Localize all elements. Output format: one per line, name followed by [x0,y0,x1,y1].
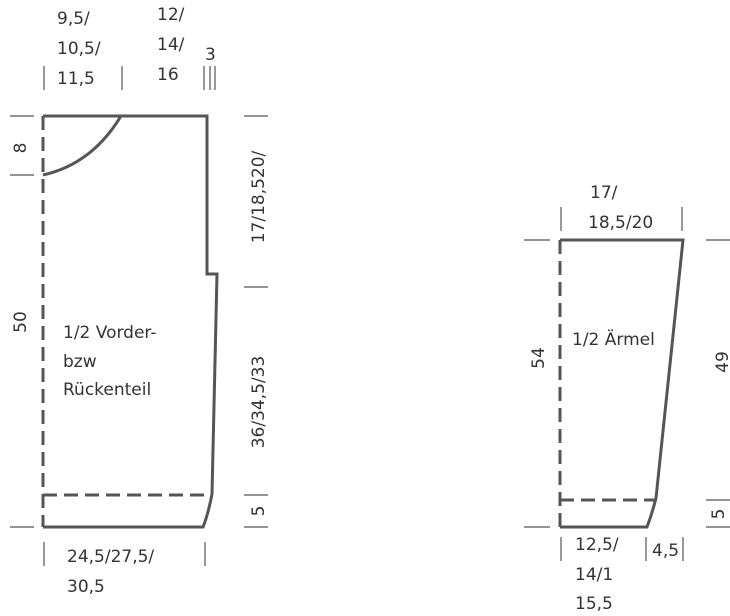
body-neck-width-1: 12/ [157,5,185,25]
body-shoulder-width-3: 11,5 [57,69,95,89]
body-hem-height: 5 [249,506,269,517]
sleeve-left-dimensions: 54 [524,239,550,528]
sleeve-bottom-width-3: 15,5 [575,594,613,614]
body-neck-depth: 8 [11,143,31,154]
body-neck-width-3: 16 [157,65,179,85]
body-outline [43,114,219,529]
body-neck-width-2: 14/ [157,35,185,55]
sleeve-right-dimensions: 49 5 [706,239,730,528]
sleeve-top-width-2: 18,5/20 [588,213,653,233]
sleeve-outline [560,238,685,529]
body-shoulder-width-1: 9,5/ [57,9,90,29]
body-piece-label-3: Rückenteil [63,380,151,400]
body-neckline [42,115,123,177]
body-bottom-width-2: 30,5 [67,577,105,597]
body-side-length: 36/34,5/33 [249,356,269,449]
body-left-dimensions: 8 50 [10,115,34,528]
body-top-dimensions: 9,5/ 10,5/ 11,5 12/ 14/ 16 3 [43,5,216,90]
body-armhole-depth: 17/18,520/ [249,150,269,243]
sleeve-top-width-1: 17/ [590,183,618,203]
sleeve-bottom-width-1: 12,5/ [575,535,619,555]
body-bottom-dimensions: 24,5/27,5/ 30,5 [43,542,206,597]
body-top-edge: 3 [205,45,216,65]
sleeve-bottom-dimensions: 12,5/ 14/1 15,5 4,5 [560,535,684,614]
sleeve-side-length: 49 [713,351,730,373]
sleeve-bottom-width-2: 14/1 [575,565,613,585]
sleeve-bottom-side: 4,5 [652,541,679,561]
sleeve-hem-height: 5 [709,509,729,520]
body-shoulder-width-2: 10,5/ [57,39,101,59]
sleeve-top-dimensions: 17/ 18,5/20 [560,183,683,233]
sleeve-total-height: 54 [529,347,549,369]
body-bottom-width-1: 24,5/27,5/ [67,547,154,567]
body-piece-label-2: bzw [63,352,97,372]
body-total-height: 50 [11,311,31,333]
sleeve-piece-label: 1/2 Ärmel [572,329,655,350]
body-piece-label-1: 1/2 Vorder- [63,323,156,343]
body-right-dimensions: 17/18,520/ 36/34,5/33 5 [244,115,269,528]
sleeve-piece: 1/2 Ärmel [558,238,685,529]
body-piece: 1/2 Vorder- bzw Rückenteil [41,114,219,529]
